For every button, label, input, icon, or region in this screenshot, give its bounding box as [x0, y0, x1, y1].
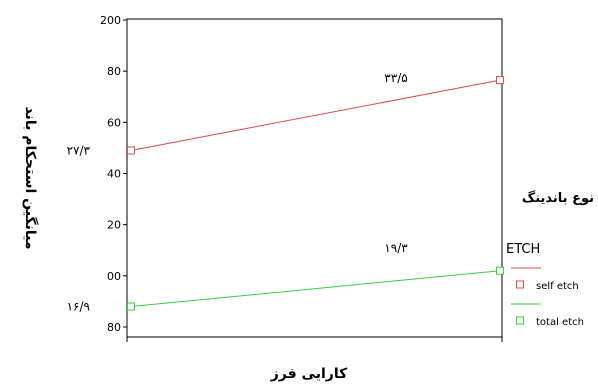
- series-mid-label: ۱۹/۳: [384, 241, 408, 255]
- y-tick-label: 60: [107, 116, 121, 129]
- y-tick-label: 20: [107, 219, 121, 232]
- y-tick-label: 40: [107, 168, 121, 181]
- data-point-marker: [496, 266, 504, 275]
- y-tick-label: 80: [107, 321, 121, 334]
- legend: self etch total etch: [511, 267, 584, 328]
- legend-title: نوع باندینگ: [522, 190, 594, 206]
- series-start-label: ۱۶/۹: [67, 300, 90, 314]
- data-point-marker: [127, 146, 135, 155]
- data-point-marker: [127, 302, 135, 311]
- series-mid-label: ۳۳/۵: [384, 71, 407, 85]
- legend-entry-label: self etch: [536, 281, 579, 292]
- legend-heading: ETCH: [506, 242, 540, 257]
- y-axis-ticks: 200 80 60 40 20 00 80: [100, 14, 127, 334]
- y-tick-label: 00: [107, 270, 121, 283]
- y-tick-label: 80: [107, 65, 121, 78]
- series-line: [130, 79, 501, 151]
- legend-entry-label: total etch: [536, 317, 584, 328]
- series-start-label: ۲۷/۳: [67, 143, 91, 157]
- x-axis-label: کارایی فرز: [270, 366, 348, 382]
- data-point-marker: [496, 76, 504, 85]
- y-tick-label: 200: [100, 14, 121, 27]
- plot-frame: [126, 18, 503, 338]
- legend-swatch-marker: [516, 280, 524, 289]
- y-axis-label: میانگین استحکام باند: [22, 107, 39, 250]
- series-line: [130, 270, 501, 308]
- legend-swatch-marker: [516, 316, 524, 325]
- series-group: ۲۷/۳ ۳۳/۵ ۱۶/۹ ۱۹/۳: [67, 71, 504, 314]
